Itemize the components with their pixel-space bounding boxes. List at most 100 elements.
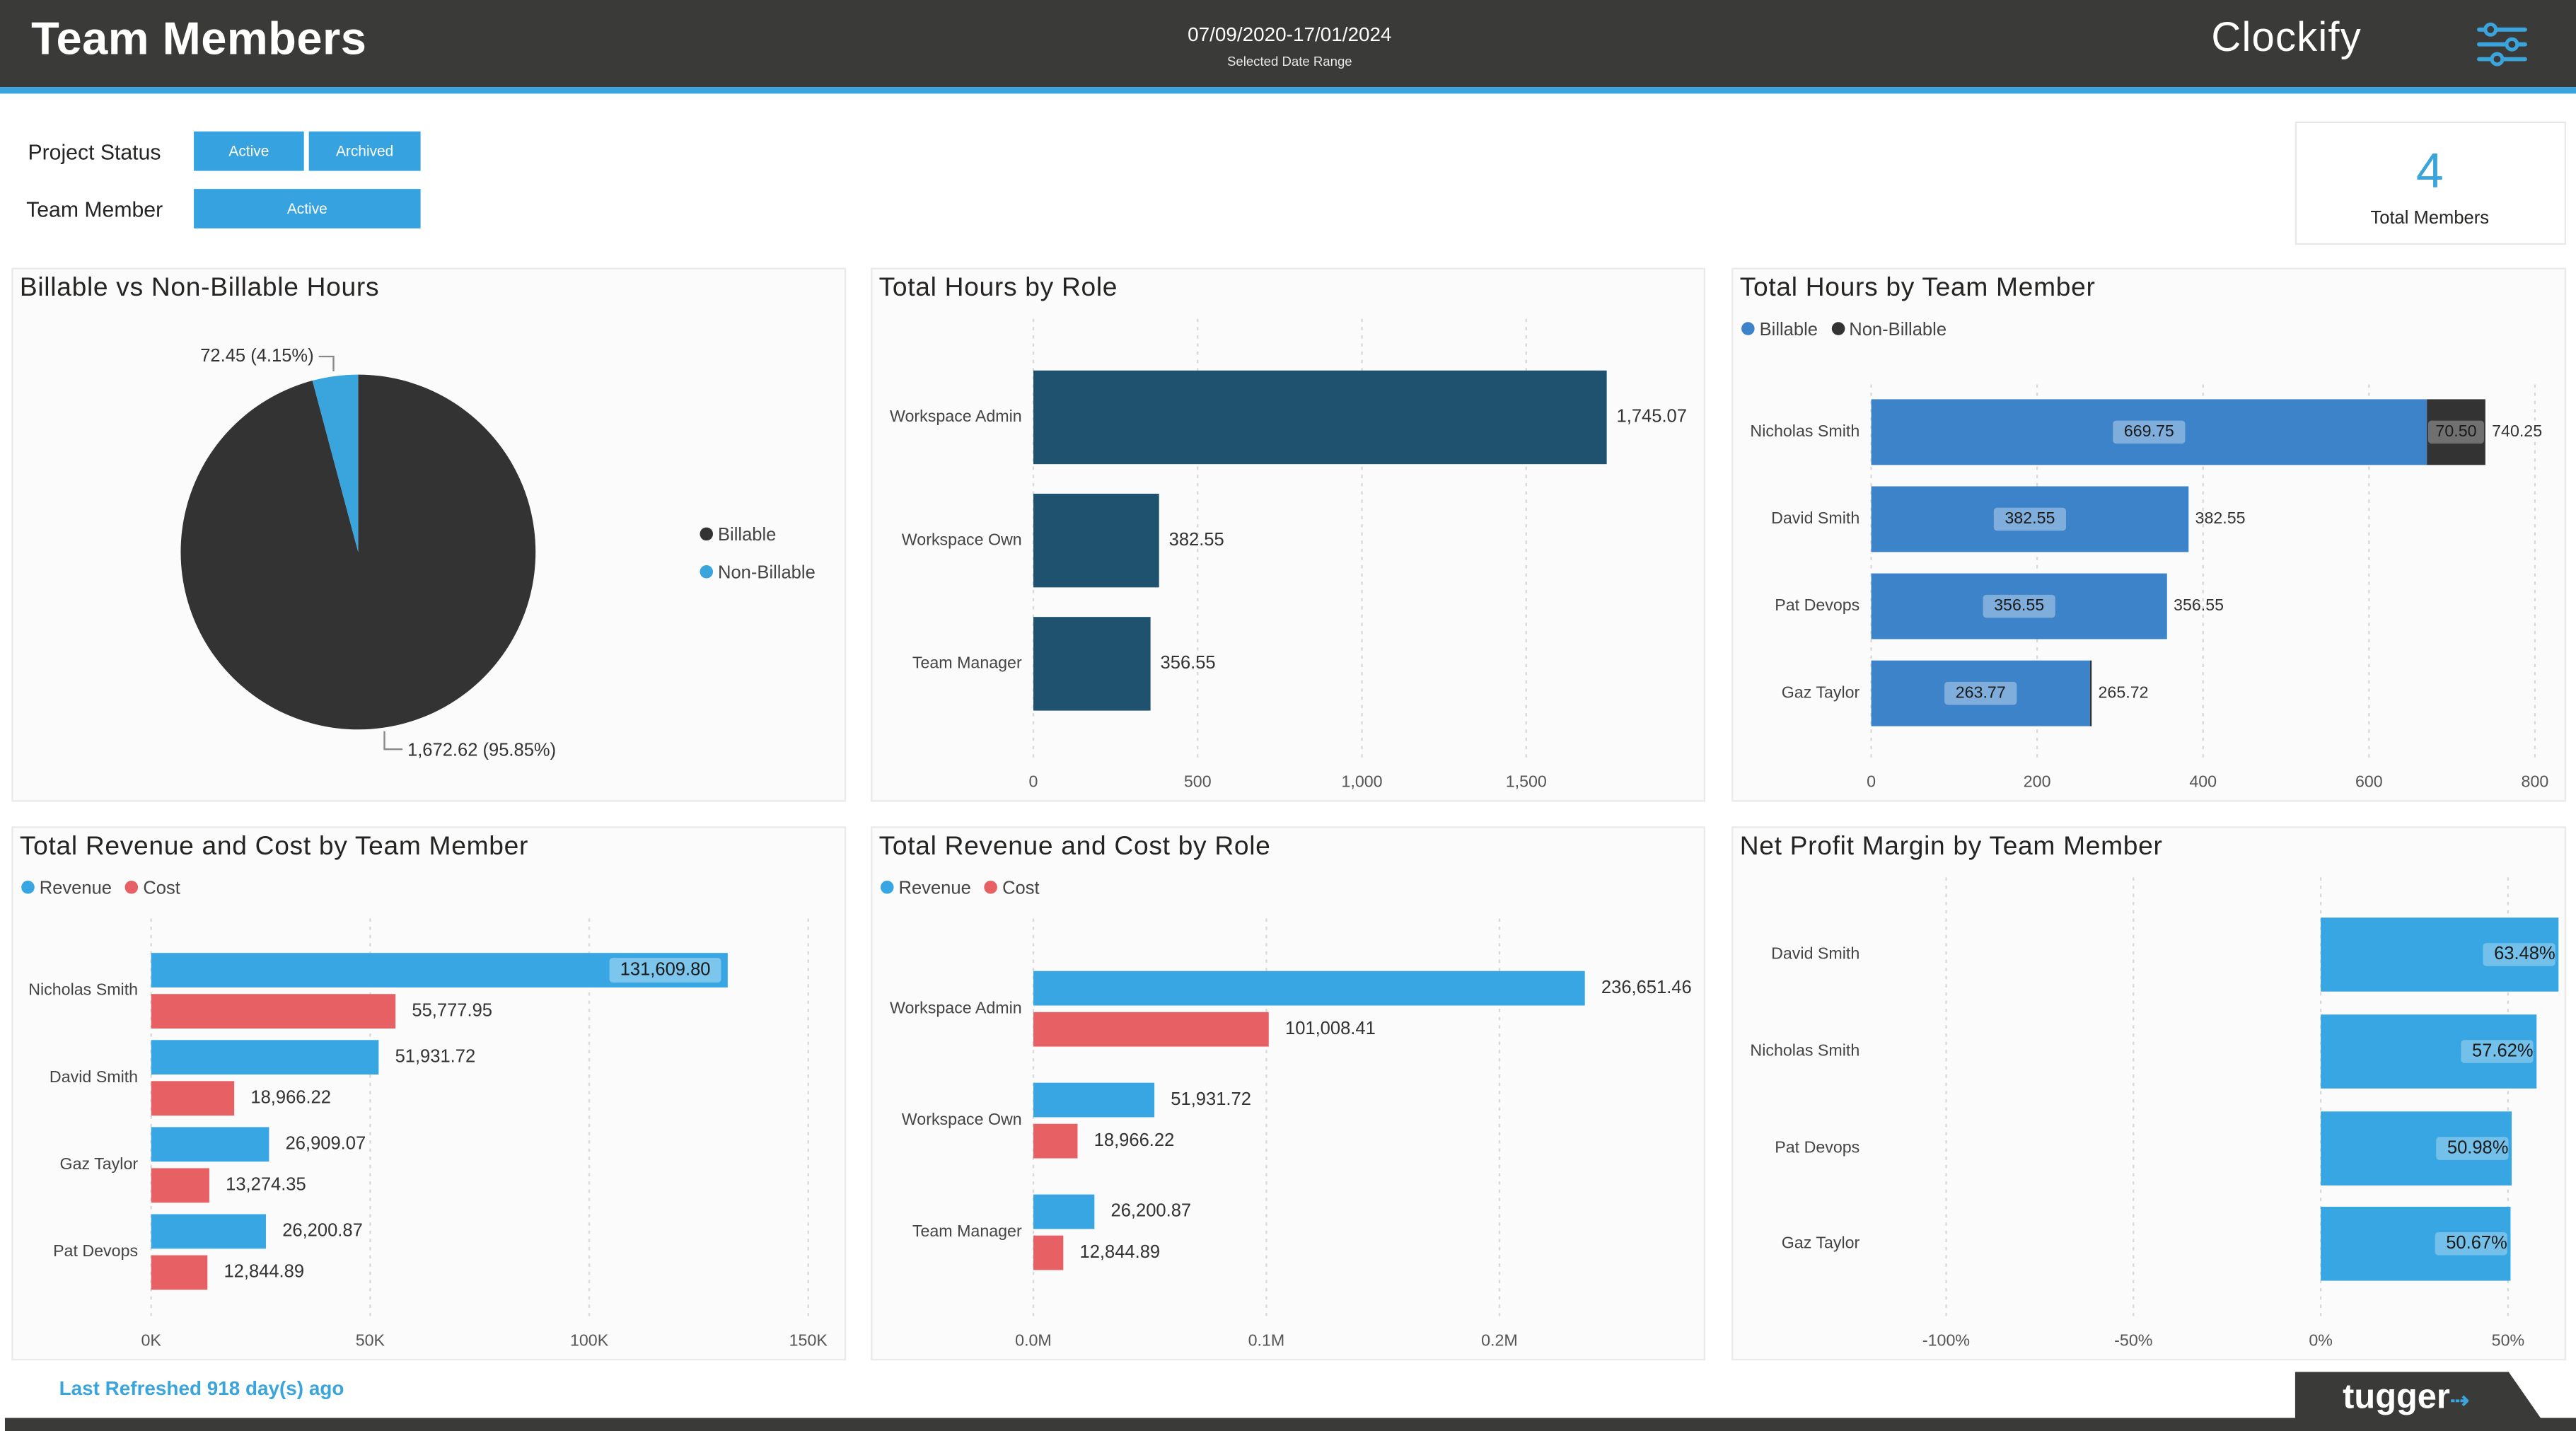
- data-label-bg: [2436, 1137, 2509, 1160]
- bar-revenue-label: 131,609.80: [620, 959, 711, 979]
- bar-revenue-label: 51,931.72: [1171, 1089, 1251, 1109]
- category-label: Workspace Admin: [890, 407, 1022, 425]
- total-members-label: Total Members: [2370, 208, 2490, 228]
- bar-cost: [1033, 1123, 1078, 1159]
- header-bar: [0, 0, 2576, 88]
- tugger-logo-text: tugger: [2343, 1378, 2450, 1417]
- x-tick-label: 100K: [570, 1331, 609, 1349]
- non-billable-legend-dot: [1831, 322, 1845, 335]
- category-label: David Smith: [50, 1067, 138, 1086]
- role-revenue-panel[interactable]: Total Revenue and Cost by Role Revenue C…: [871, 826, 1705, 1361]
- billable-legend-dot: [1741, 322, 1755, 335]
- pie-legend-nonbillable: Non-Billable: [700, 564, 816, 584]
- bar-cost-label: 101,008.41: [1285, 1019, 1376, 1038]
- category-label: Pat Devops: [1775, 596, 1860, 614]
- total-members-value: 4: [2415, 144, 2444, 199]
- x-tick-label: 50%: [2492, 1331, 2524, 1349]
- sliders-icon[interactable]: [2473, 20, 2532, 69]
- bar-role-hours: [1033, 493, 1159, 588]
- project-status-archived-button[interactable]: Archived: [308, 131, 421, 171]
- revenue-legend-dot: [21, 880, 35, 894]
- team-member-label: Team Member: [26, 197, 163, 222]
- legend-revenue-label: Revenue: [898, 879, 971, 899]
- team-member-active-button[interactable]: Active: [194, 189, 421, 228]
- member-revenue-panel[interactable]: Total Revenue and Cost by Team Member Re…: [11, 826, 847, 1361]
- data-label-bg: [2435, 1232, 2507, 1256]
- bar-margin: [2321, 917, 2559, 992]
- bar-billable: [1871, 486, 2189, 552]
- bar-margin-label: 50.67%: [2446, 1233, 2507, 1253]
- member-hours-panel[interactable]: Total Hours by Team Member Billable Non-…: [1731, 267, 2567, 802]
- total-members-card: [2294, 121, 2567, 245]
- bar-revenue: [151, 1127, 269, 1162]
- billable-legend-dot: [700, 527, 714, 541]
- bar-revenue-label: 26,200.87: [282, 1221, 363, 1241]
- x-tick-label: 0.1M: [1248, 1331, 1285, 1349]
- bar-cost-label: 18,966.22: [250, 1087, 331, 1107]
- bar-role-hours: [1033, 617, 1151, 711]
- bar-cost: [151, 1168, 209, 1203]
- bar-margin-label: 50.98%: [2447, 1137, 2509, 1157]
- x-tick-label: 0: [1867, 772, 1876, 791]
- category-label: Workspace Admin: [890, 998, 1022, 1016]
- category-label: Team Manager: [912, 654, 1022, 672]
- pie-panel[interactable]: Billable vs Non-Billable Hours 72.45 (4.…: [11, 267, 847, 802]
- tugger-badge: [2294, 1372, 2550, 1431]
- member-revenue-chart: 0K 50K 100K 150K Nicholas Smith 131,609.80 55,…: [28, 918, 828, 1349]
- role-hours-title: Total Hours by Role: [878, 274, 1118, 303]
- last-refreshed: Last Refreshed 918 day(s) ago: [59, 1377, 344, 1400]
- role-revenue-chart: 0.0M 0.1M 0.2M Workspace Admin 236,651.46 101…: [890, 918, 1692, 1349]
- bar-billable-label: 382.55: [2004, 509, 2055, 527]
- date-range: 07/09/2020-17/01/2024: [1188, 23, 1392, 47]
- x-tick-label: 500: [1184, 772, 1212, 791]
- bar-cost-label: 18,966.22: [1094, 1130, 1175, 1150]
- legend-cost-label: Cost: [1002, 879, 1040, 899]
- category-label: Gaz Taylor: [1782, 1233, 1860, 1251]
- bar-margin-label: 63.48%: [2494, 944, 2555, 963]
- category-label: Workspace Own: [902, 1110, 1022, 1128]
- x-tick-label: 0K: [141, 1331, 161, 1349]
- margin-panel[interactable]: Net Profit Margin by Team Member -100% -5…: [1731, 826, 2567, 1361]
- bar-cost: [151, 1255, 208, 1290]
- bar-revenue-label: 26,909.07: [286, 1134, 366, 1154]
- revenue-legend-dot: [880, 880, 894, 894]
- bar-margin: [2321, 1207, 2511, 1281]
- data-label-bg: [2483, 943, 2555, 966]
- header-accent-line: [0, 87, 2576, 94]
- pie-label-billable: 1,672.62 (95.85%): [407, 740, 556, 760]
- bar-cost: [151, 994, 396, 1029]
- category-label: David Smith: [1771, 944, 1860, 963]
- bar-cost: [1033, 1012, 1269, 1047]
- cost-legend-dot: [984, 880, 998, 894]
- bar-billable-label: 263.77: [1956, 683, 2006, 701]
- pie-label-non-billable: 72.45 (4.15%): [200, 346, 313, 366]
- page-title: Team Members: [31, 13, 367, 64]
- x-tick-label: 200: [2024, 772, 2051, 791]
- project-status-active-button[interactable]: Active: [194, 131, 304, 171]
- bar-billable: [1871, 573, 2167, 639]
- category-label: Nicholas Smith: [1750, 422, 1860, 440]
- x-tick-label: 600: [2355, 772, 2383, 791]
- role-hours-panel[interactable]: Total Hours by Role 0 500 1,000 1,500 Worksp…: [871, 267, 1705, 802]
- bar-value-label: 1,745.07: [1617, 407, 1687, 427]
- pie-slice-non-billable: [312, 374, 359, 552]
- bar-revenue: [151, 1214, 266, 1249]
- bar-role-hours: [1033, 370, 1607, 465]
- x-tick-label: 0: [1029, 772, 1038, 791]
- x-tick-label: 1,000: [1341, 772, 1382, 791]
- x-tick-label: 50K: [356, 1331, 385, 1349]
- clockify-logo: Clockify: [2211, 14, 2362, 61]
- bar-revenue: [1033, 1194, 1095, 1229]
- category-label: Nicholas Smith: [28, 980, 138, 999]
- pie-chart: 72.45 (4.15%) 1,672.62 (95.85%): [180, 346, 556, 760]
- bar-non-billable-label: 70.50: [2435, 422, 2476, 440]
- category-label: Team Manager: [912, 1222, 1022, 1240]
- bar-cost-label: 12,844.89: [1080, 1242, 1161, 1262]
- member-hours-chart: 0 200 400 600 800 Nicholas Smith 669.75 70.50 74…: [1750, 384, 2548, 791]
- category-label: Workspace Own: [902, 530, 1022, 548]
- x-tick-label: -100%: [1922, 1331, 1970, 1349]
- bar-revenue-label: 51,931.72: [395, 1046, 476, 1066]
- bar-margin-label: 57.62%: [2472, 1041, 2534, 1060]
- footer-bar: [4, 1418, 2576, 1431]
- legend-non-billable-label: Non-Billable: [1849, 320, 1947, 340]
